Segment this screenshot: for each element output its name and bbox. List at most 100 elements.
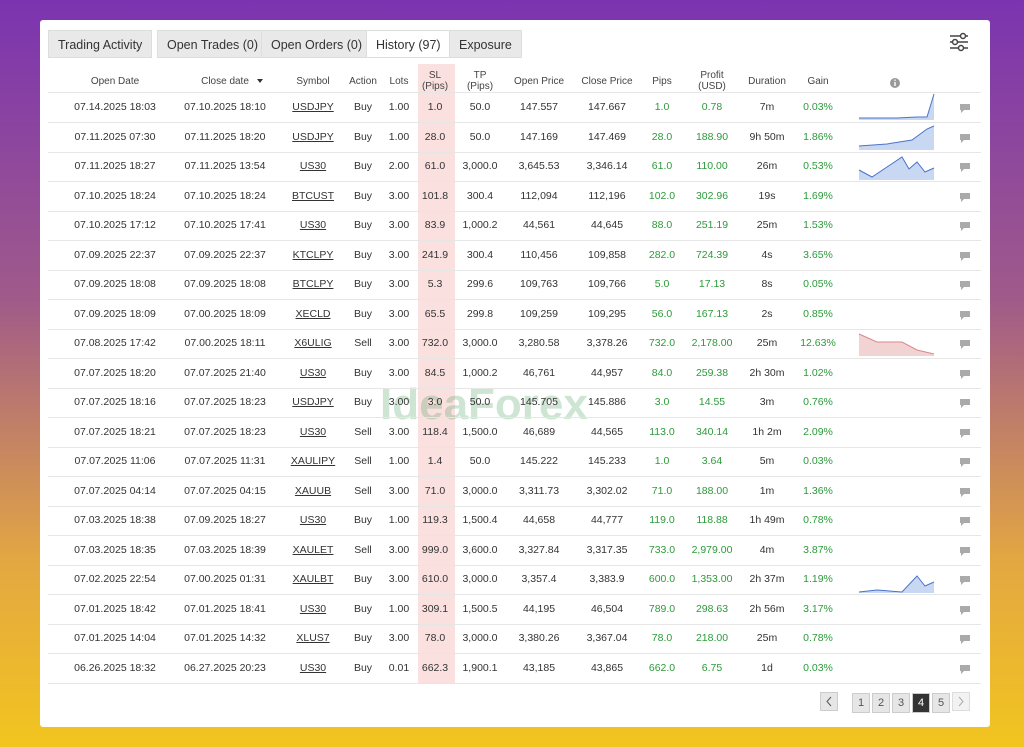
page-button[interactable]: 5 [932, 693, 950, 713]
table-cell: 112,196 [588, 189, 626, 202]
comment-icon[interactable] [959, 279, 971, 291]
comment-icon[interactable] [959, 486, 971, 498]
table-cell: 3.00 [388, 307, 410, 320]
table-cell: Buy [353, 514, 373, 526]
tab[interactable]: History (97) [366, 30, 451, 58]
comment-icon[interactable] [959, 309, 971, 321]
table-cell: 299.6 [466, 278, 494, 290]
table-cell: 1.0 [654, 101, 670, 113]
table-cell: 1h 2m [752, 425, 782, 438]
page-button[interactable]: 3 [892, 693, 910, 713]
table-cell: 07.11.2025 13:54 [184, 160, 266, 172]
table-cell: 50.0 [469, 396, 491, 408]
comment-icon[interactable] [959, 102, 971, 114]
table-cell: 3,280.58 [518, 337, 560, 349]
table-cell: 1,500.4 [462, 514, 498, 526]
comment-icon[interactable] [959, 515, 971, 527]
comment-icon[interactable] [959, 191, 971, 203]
row-line [48, 505, 981, 507]
table-cell: XLUS7 [296, 632, 330, 644]
table-cell: 298.63 [695, 602, 729, 615]
table-cell: 3m [759, 396, 775, 408]
table-cell: 999.0 [421, 543, 449, 556]
table-cell: 282.0 [648, 248, 676, 261]
table-cell: 600.0 [648, 573, 676, 585]
page-button[interactable]: 1 [852, 693, 870, 713]
table-cell: 07.09.2025 18:09 [74, 307, 156, 320]
table-cell: 0.01 [388, 661, 410, 674]
page-button[interactable]: 4 [912, 693, 930, 713]
comment-icon[interactable] [959, 250, 971, 262]
comment-icon[interactable] [959, 220, 971, 232]
table-cell: 65.5 [424, 307, 446, 320]
table-cell: 1,500.5 [462, 602, 498, 615]
column-header: Open Price [513, 75, 565, 87]
table-cell: 61.0 [424, 160, 446, 172]
table-cell: 1m [759, 484, 775, 497]
table-cell: 0.53% [803, 160, 833, 172]
table-cell: 259.38 [695, 366, 729, 379]
comment-icon[interactable] [959, 368, 971, 380]
table-cell: 1.02% [803, 366, 833, 379]
table-cell: 109,858 [588, 248, 626, 261]
table-cell: 0.78% [803, 632, 833, 644]
table-cell: X6ULIG [294, 337, 332, 349]
table-cell: 07.10.2025 17:41 [184, 219, 266, 231]
table-cell: 07.07.2025 04:14 [74, 484, 156, 497]
info-icon[interactable] [889, 77, 901, 89]
table-cell: 3.0 [427, 396, 443, 408]
table-cell: 0.78% [803, 514, 833, 526]
table-cell: 84.5 [424, 366, 446, 379]
tab[interactable]: Open Orders (0) [261, 30, 373, 58]
row-line [48, 417, 981, 418]
table-cell: 218.00 [695, 632, 729, 644]
table-cell: XAULBT [292, 573, 334, 585]
table-cell: 3.00 [388, 248, 410, 261]
comment-icon[interactable] [959, 545, 971, 557]
comment-icon[interactable] [959, 132, 971, 144]
column-header: Profit (USD) [698, 70, 726, 92]
tab[interactable]: Exposure [449, 30, 522, 58]
column-header: TP (Pips) [466, 70, 494, 92]
table-cell: 1.00 [388, 514, 410, 526]
comment-icon[interactable] [959, 161, 971, 173]
table-cell: Buy [353, 219, 373, 231]
prev-page[interactable] [820, 692, 840, 712]
table-cell: Buy [353, 101, 373, 113]
tab[interactable]: Trading Activity [48, 30, 153, 58]
table-cell: 3,311.73 [518, 484, 560, 497]
table-cell: 46,761 [522, 366, 556, 379]
comment-icon[interactable] [959, 427, 971, 439]
table-cell: 109,763 [520, 278, 558, 290]
table-cell: 07.07.2025 04:15 [184, 484, 266, 497]
table-cell: Buy [353, 396, 373, 408]
comment-icon[interactable] [959, 456, 971, 468]
table-cell: US30 [299, 514, 327, 526]
table-cell: 07.10.2025 18:24 [184, 189, 266, 202]
next-page[interactable] [952, 692, 972, 712]
table-cell: 07.10.2025 18:10 [184, 101, 266, 113]
column-header: Close date [201, 75, 249, 87]
table-cell: 07.01.2025 14:04 [74, 632, 156, 644]
sl-highlight [418, 64, 455, 684]
table-cell: Buy [353, 573, 373, 585]
page-button[interactable]: 2 [872, 693, 890, 713]
row-line [48, 594, 981, 595]
table-cell: 3,367.04 [586, 632, 628, 644]
comment-icon[interactable] [959, 397, 971, 409]
table-cell: 789.0 [648, 602, 676, 615]
comment-icon[interactable] [959, 604, 971, 616]
comment-icon[interactable] [959, 633, 971, 645]
table-cell: 88.0 [651, 219, 673, 231]
table-cell: 733.0 [648, 543, 676, 556]
tab[interactable]: Open Trades (0) [157, 30, 269, 58]
table-cell: 0.85% [803, 307, 833, 320]
settings-icon[interactable] [944, 30, 972, 54]
table-cell: 25m [756, 219, 778, 231]
comment-icon[interactable] [959, 663, 971, 675]
table-cell: 2h 56m [749, 602, 785, 615]
comment-icon[interactable] [959, 574, 971, 586]
sort-arrow[interactable] [256, 77, 264, 85]
column-header: Action [349, 75, 377, 87]
comment-icon[interactable] [959, 338, 971, 350]
